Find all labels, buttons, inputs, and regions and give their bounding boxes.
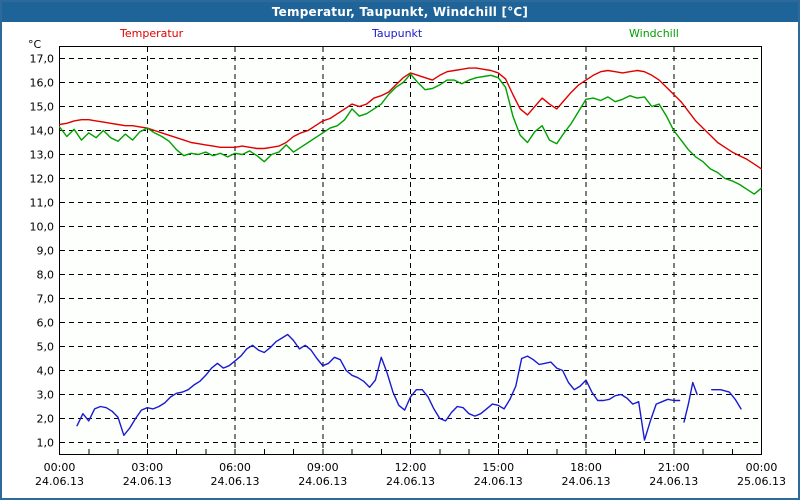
x-tick-label: 09:00 24.06.13 [288,461,358,489]
x-tick-time: 00:00 [43,461,76,474]
x-tick-date: 24.06.13 [210,475,260,488]
window-title-bar: Temperatur, Taupunkt, Windchill [°C] [2,2,798,22]
y-tick-label: 6,0 [36,316,55,329]
x-tick-date: 25.06.13 [737,475,786,488]
x-tick-label: 21:00 24.06.13 [639,461,709,489]
x-tick-date: 24.06.13 [649,475,699,488]
y-tick-label: 2,0 [36,412,55,425]
x-tick-label: 06:00 24.06.13 [200,461,270,489]
y-tick-label: 5,0 [36,340,55,353]
y-tick-label: 17,0 [29,52,55,65]
y-tick-label: 16,0 [29,76,55,89]
legend-item-temperatur: Temperatur [120,27,183,40]
x-tick-label: 00:00 25.06.13 [727,461,797,489]
x-tick-date: 24.06.13 [35,475,84,488]
x-tick-label: 00:00 24.06.13 [25,461,95,489]
series-line-windchill [59,73,762,195]
legend-label-windchill: Windchill [629,27,679,40]
y-tick-label: 7,0 [36,292,55,305]
y-tick-label: 10,0 [29,220,55,233]
y-tick-label: 15,0 [29,100,55,113]
series-line-taupunkt [76,333,681,441]
x-tick-date: 24.06.13 [386,475,435,488]
x-tick-time: 18:00 [570,461,602,474]
x-tick-time: 09:00 [306,461,339,474]
legend-label-taupunkt: Taupunkt [372,27,423,40]
series-line-taupunkt-segment-2 [683,381,698,423]
x-tick-date: 24.06.13 [473,475,523,488]
vertical-gridlines [146,47,675,454]
chart-canvas [59,46,762,455]
x-tick-time: 03:00 [131,461,164,474]
x-tick-label: 12:00 24.06.13 [376,461,446,489]
y-tick-label: 13,0 [29,148,55,161]
y-tick-label: 12,0 [29,172,55,185]
series-line-temperatur [59,67,762,170]
x-axis-minor-ticks [88,449,733,454]
y-tick-label: 8,0 [36,268,55,281]
x-tick-date: 24.06.13 [122,475,172,488]
y-tick-label: 1,0 [36,436,55,449]
legend-item-taupunkt: Taupunkt [372,27,422,40]
x-tick-time: 15:00 [482,461,515,474]
series-line-taupunkt-segment-3 [711,389,742,410]
y-tick-label: 4,0 [36,364,55,377]
y-tick-label: 14,0 [29,124,55,137]
data-series-layer [59,67,762,441]
x-tick-time: 21:00 [657,461,690,474]
x-tick-label: 03:00 24.06.13 [112,461,182,489]
y-axis-unit-label: °C [28,38,42,51]
x-tick-label: 15:00 24.06.13 [463,461,533,489]
x-tick-date: 24.06.13 [561,475,611,488]
legend-item-windchill: Windchill [629,27,679,40]
x-tick-date: 24.06.13 [298,475,348,488]
y-tick-label: 11,0 [29,196,55,209]
x-tick-label: 18:00 24.06.13 [551,461,621,489]
x-tick-time: 00:00 [745,461,778,474]
page-title: Temperatur, Taupunkt, Windchill [°C] [271,5,529,19]
legend-label-temperatur: Temperatur [120,27,184,40]
y-tick-label: 9,0 [36,244,55,257]
plot-area [59,46,762,455]
x-tick-time: 12:00 [394,461,427,474]
x-tick-time: 06:00 [219,461,251,474]
y-tick-label: 3,0 [36,388,55,401]
